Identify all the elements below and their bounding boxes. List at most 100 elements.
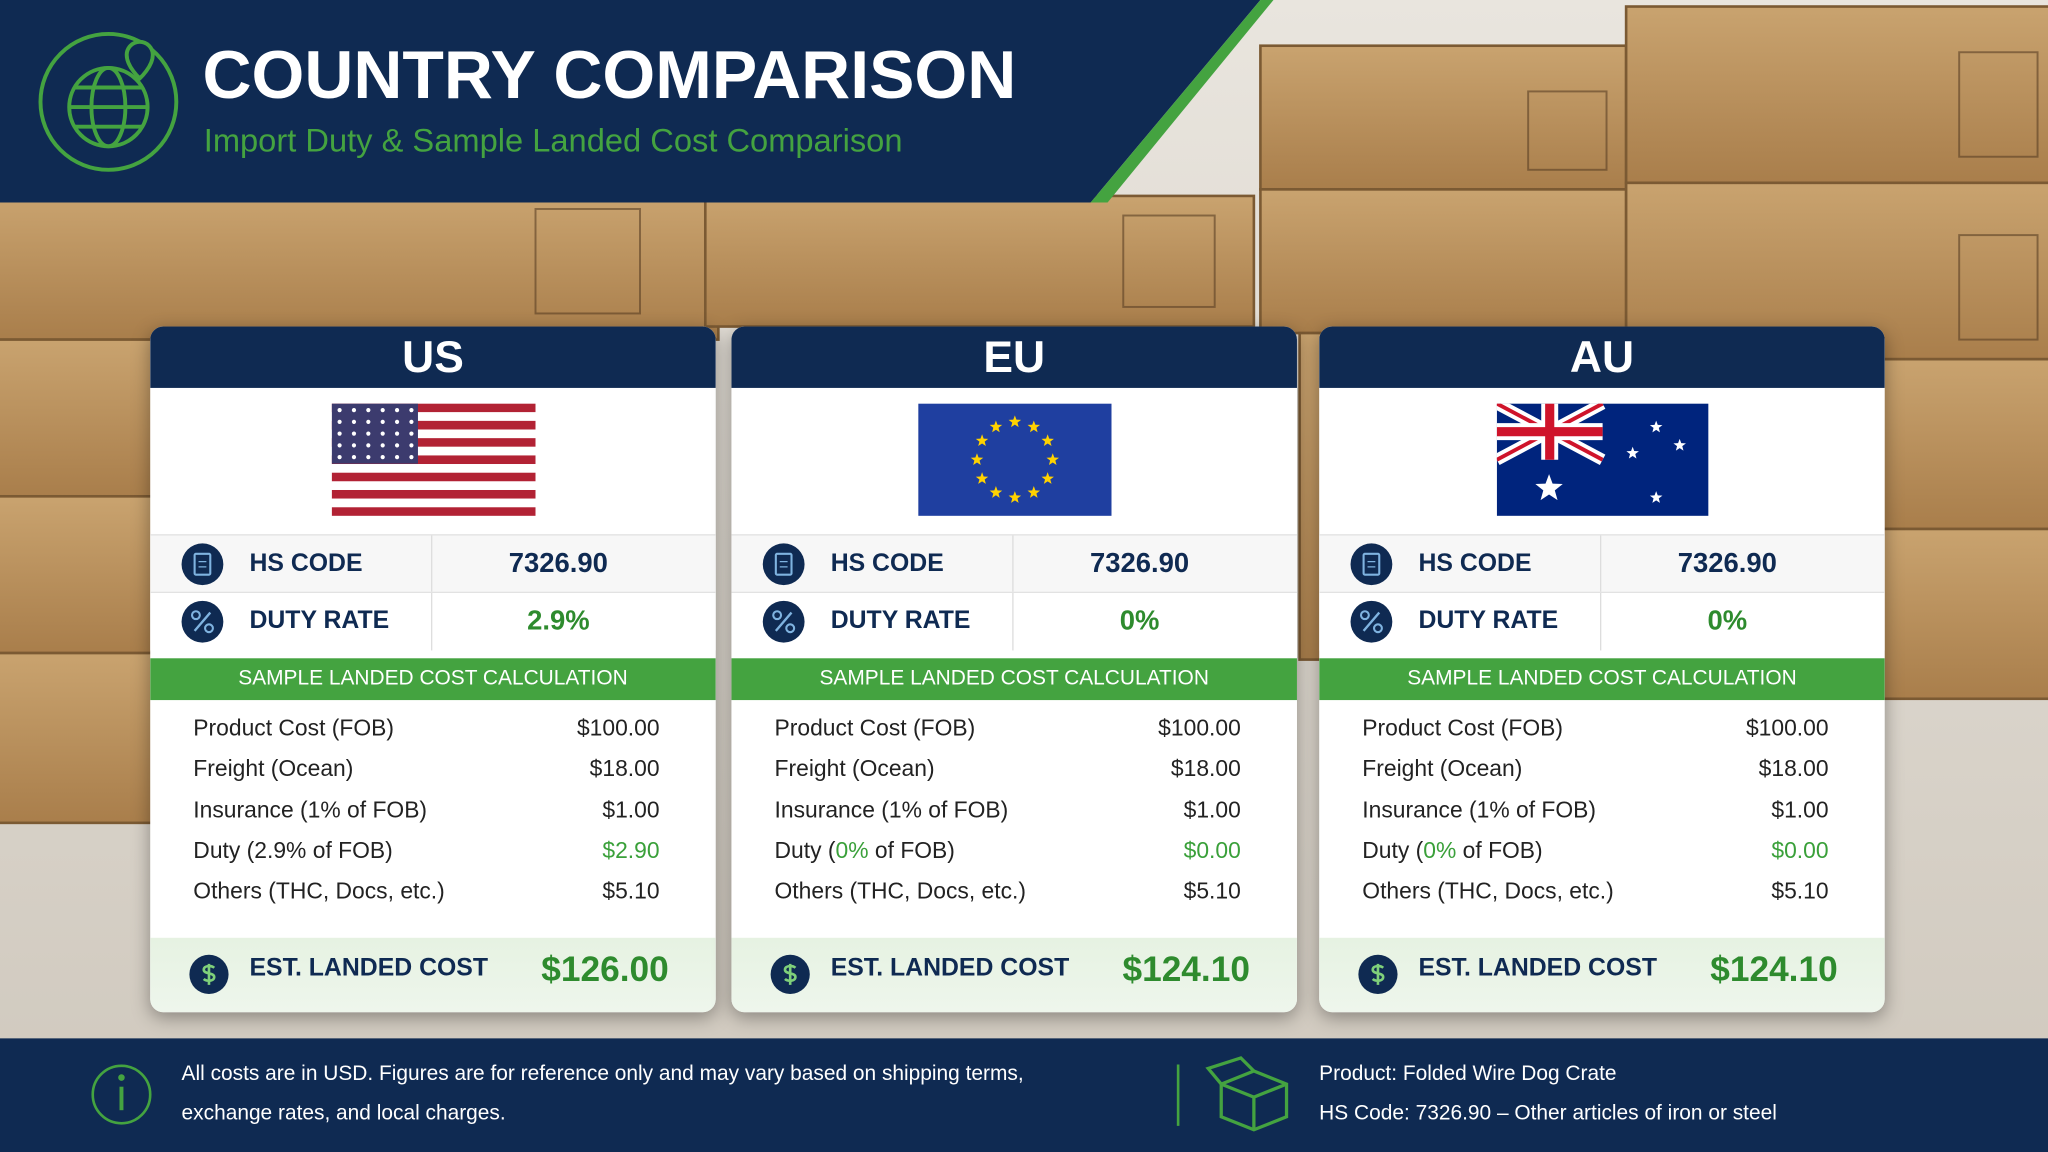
- duty-row: DUTY RATE 2.9%: [150, 591, 716, 651]
- total-row: EST. LANDED COST $124.10: [731, 937, 1297, 1013]
- total-label: EST. LANDED COST: [1418, 954, 1657, 983]
- subtitle: Import Duty & Sample Landed Cost Compari…: [203, 122, 903, 160]
- duty-label: DUTY RATE: [830, 607, 971, 635]
- cost-label: Product Cost (FOB): [1362, 714, 1563, 741]
- duty-label: Duty (0% of FOB): [1362, 837, 1542, 863]
- cost-row: Duty (0% of FOB) $0.00: [775, 831, 1241, 871]
- footer-hs: HS Code: 7326.90 – Other articles of iro…: [1319, 1102, 1777, 1125]
- cost-value: $18.00: [589, 755, 660, 782]
- cost-value: $1.00: [602, 796, 660, 823]
- cost-value: $100.00: [1745, 714, 1829, 741]
- total-row: EST. LANDED COST $124.10: [1319, 937, 1885, 1013]
- total-value: $124.10: [1710, 949, 1838, 989]
- cost-value: $100.00: [1158, 714, 1241, 741]
- duty-row: DUTY RATE 0%: [731, 591, 1297, 651]
- cost-value: $0.00: [1771, 837, 1829, 864]
- hs-code: 7326.90: [508, 548, 608, 579]
- hs-code: 7326.90: [1089, 548, 1190, 579]
- icon: [181, 600, 224, 643]
- cost-label: Others (THC, Docs, etc.): [1362, 877, 1614, 905]
- region: US: [150, 326, 716, 388]
- cost-row: Product Cost (FOB) $100.00: [1362, 708, 1828, 748]
- total-value: $124.10: [1122, 949, 1250, 989]
- cost-label: Others (THC, Docs, etc.): [193, 877, 445, 905]
- duty-rate: 0%: [1707, 606, 1748, 637]
- cost-value: $2.90: [602, 837, 660, 864]
- label-part: Duty (: [1362, 837, 1424, 864]
- cost-value: $0.00: [1183, 837, 1241, 864]
- label-rate: 0%: [835, 837, 869, 864]
- region: AU: [1319, 326, 1885, 388]
- title: COUNTRY COMPARISON: [202, 37, 1017, 114]
- country-card: US HS CODE 7326.90 DUTY RATE 2.9% SAMPLE L…: [150, 326, 716, 1013]
- cost-value: $5.10: [602, 877, 660, 905]
- footer-product: Product: Folded Wire Dog Crate: [1319, 1063, 1617, 1086]
- cost-value: $100.00: [576, 714, 660, 741]
- cost-row: Insurance (1% of FOB) $1.00: [775, 790, 1241, 830]
- hs-row: HS CODE 7326.90: [731, 534, 1297, 593]
- total-label: EST. LANDED COST: [830, 954, 1070, 983]
- flag: [1493, 398, 1708, 523]
- cost-label: Freight (Ocean): [774, 755, 935, 782]
- footer-note: All costs are in USD. Figures are for re…: [181, 1063, 1024, 1125]
- label-part: of FOB): [868, 837, 955, 864]
- cost-value: $1.00: [1771, 796, 1829, 823]
- label-rate: 2.9%: [254, 837, 307, 864]
- icon: [1350, 543, 1393, 586]
- cost-label: Insurance (1% of FOB): [774, 796, 1009, 823]
- country-card: EU HS CODE 7326.90 DUTY RATE 0% SAMPLE LAN…: [731, 326, 1297, 1013]
- duty-label: Duty (2.9% of FOB): [193, 837, 392, 863]
- cost-label: Insurance (1% of FOB): [193, 796, 428, 823]
- label-part: of FOB): [306, 837, 393, 864]
- hs-row: HS CODE 7326.90: [1319, 534, 1885, 593]
- cost-value: $18.00: [1758, 755, 1829, 782]
- duty-label: DUTY RATE: [249, 607, 390, 635]
- cost-label: Product Cost (FOB): [193, 714, 394, 741]
- icon: [181, 543, 224, 586]
- cost-value: $1.00: [1183, 796, 1241, 823]
- cost-value: $5.10: [1183, 877, 1241, 905]
- icon: [762, 543, 805, 586]
- icon: [762, 600, 805, 643]
- hs-label: HS CODE: [1418, 549, 1532, 578]
- cost-row: Freight (Ocean) $18.00: [775, 749, 1241, 789]
- cost-row: Insurance (1% of FOB) $1.00: [1362, 790, 1828, 830]
- hs-row: HS CODE 7326.90: [150, 534, 716, 593]
- cost-row: Freight (Ocean) $18.00: [193, 749, 659, 789]
- duty-label: DUTY RATE: [1418, 607, 1559, 635]
- cost-row: Duty (0% of FOB) $0.00: [1362, 831, 1828, 871]
- icon: [770, 954, 810, 994]
- hs-label: HS CODE: [830, 549, 944, 578]
- cost-row: Others (THC, Docs, etc.) $5.10: [193, 871, 659, 911]
- flag: [331, 403, 535, 523]
- label-part: of FOB): [1456, 837, 1543, 864]
- icon: [1350, 600, 1393, 643]
- cost-value: $5.10: [1771, 877, 1829, 905]
- section-title: SAMPLE LANDED COST CALCULATION: [1319, 658, 1885, 701]
- hs-code: 7326.90: [1677, 548, 1777, 579]
- duty-rate: 0%: [1119, 606, 1160, 637]
- cost-label: Freight (Ocean): [1362, 755, 1523, 782]
- cost-row: Freight (Ocean) $18.00: [1362, 749, 1828, 789]
- label-part: Duty (: [193, 837, 255, 864]
- icon: [1358, 954, 1398, 994]
- section-title: SAMPLE LANDED COST CALCULATION: [731, 658, 1297, 701]
- duty-label: Duty (0% of FOB): [775, 837, 955, 863]
- total-row: EST. LANDED COST $126.00: [150, 937, 716, 1013]
- duty-row: DUTY RATE 0%: [1319, 591, 1885, 651]
- cost-row: Product Cost (FOB) $100.00: [193, 708, 659, 748]
- cost-row: Product Cost (FOB) $100.00: [775, 708, 1241, 748]
- total-label: EST. LANDED COST: [249, 954, 488, 983]
- label-rate: 0%: [1423, 837, 1457, 864]
- icon: [189, 954, 229, 994]
- cost-label: Product Cost (FOB): [774, 714, 976, 741]
- cost-row: Insurance (1% of FOB) $1.00: [193, 790, 659, 830]
- total-value: $126.00: [541, 949, 669, 989]
- country-card: AU HS CODE 7326.90 DUTY RATE 0% SAMPLE LAN…: [1319, 326, 1885, 1013]
- cost-row: Others (THC, Docs, etc.) $5.10: [775, 871, 1241, 911]
- section-title: SAMPLE LANDED COST CALCULATION: [150, 658, 716, 701]
- cost-row: Others (THC, Docs, etc.) $5.10: [1362, 871, 1828, 911]
- cost-label: Others (THC, Docs, etc.): [774, 877, 1026, 905]
